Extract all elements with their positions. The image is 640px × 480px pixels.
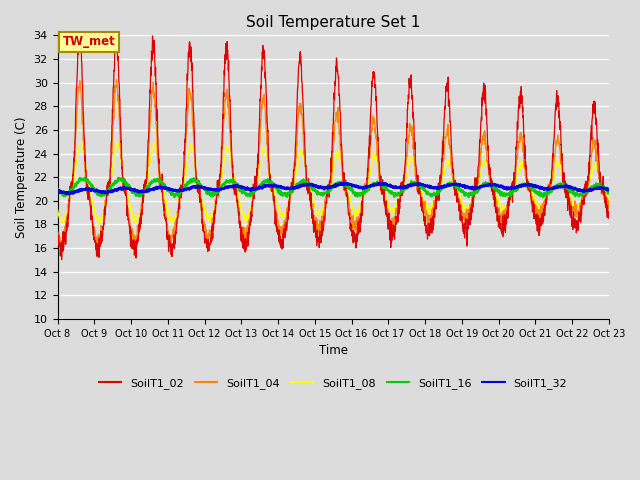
Legend: SoilT1_02, SoilT1_04, SoilT1_08, SoilT1_16, SoilT1_32: SoilT1_02, SoilT1_04, SoilT1_08, SoilT1_… [95,373,572,393]
X-axis label: Time: Time [319,344,348,357]
Y-axis label: Soil Temperature (C): Soil Temperature (C) [15,117,28,238]
Title: Soil Temperature Set 1: Soil Temperature Set 1 [246,15,420,30]
Text: TW_met: TW_met [63,35,116,48]
